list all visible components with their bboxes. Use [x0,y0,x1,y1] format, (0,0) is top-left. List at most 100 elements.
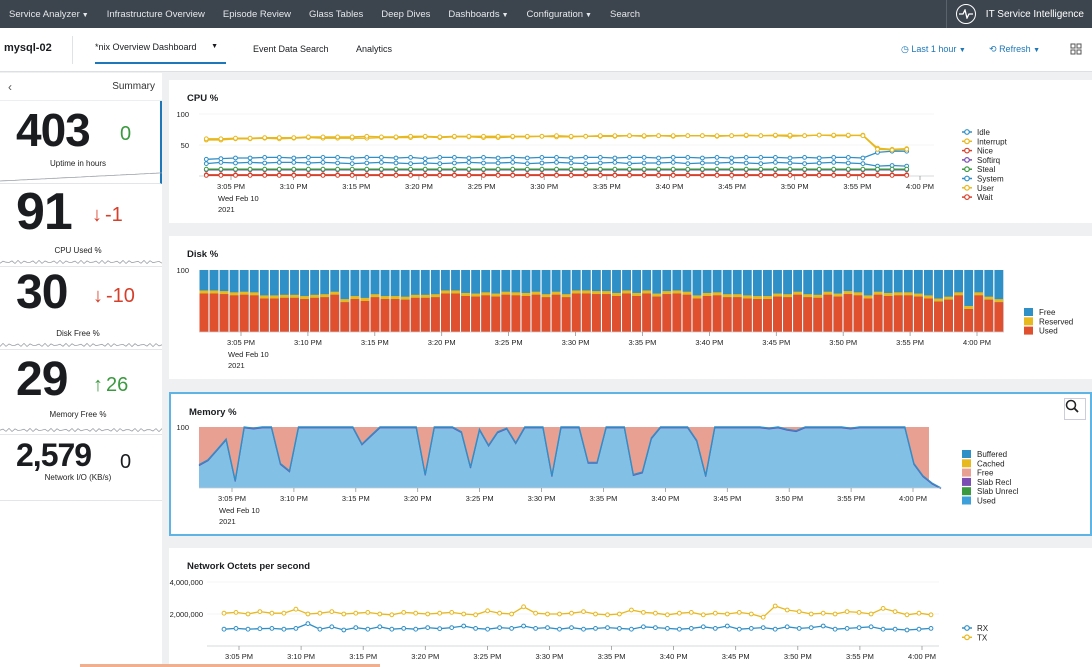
dashboard-selector[interactable]: *nix Overview Dashboard ▼ [95,42,226,64]
bar-used [652,296,662,332]
data-point [466,155,472,161]
data-point [335,155,341,160]
data-point [495,155,501,161]
data-point [306,160,311,166]
data-point [291,155,297,161]
bar-used [742,298,752,332]
data-point [773,155,778,160]
nav-item-infrastructure-overview[interactable]: Infrastructure Overview [98,9,214,20]
bar-reserved [481,292,491,296]
panel-title: Network Octets per second [187,561,311,572]
bar-free [964,270,974,332]
data-point [773,132,778,138]
nav-item-glass-tables[interactable]: Glass Tables [300,9,372,20]
bar-used [290,297,299,332]
bar-reserved [551,291,561,295]
x-tick-label: 3:15 PM [342,182,370,191]
nav-item-dashboards[interactable]: Dashboards ▼ [439,9,517,20]
kpi-tile[interactable]: 29 ↑ 26 Memory Free % [0,352,162,435]
data-point [808,625,814,630]
data-point [425,625,431,630]
data-point [524,155,530,161]
data-point [583,166,589,172]
magnifier-icon[interactable] [1064,398,1086,420]
nav-item-deep-dives[interactable]: Deep Dives [372,9,439,20]
kpi-tile[interactable]: 30 ↓ -10 Disk Free % [0,266,162,350]
nav-item-search[interactable]: Search [601,9,649,20]
bar-used [934,301,943,332]
bar-used [662,294,672,332]
layout-icon[interactable] [1070,43,1082,55]
data-point [583,173,589,178]
data-point [291,166,297,172]
bar-reserved [843,291,853,295]
data-point [714,155,720,160]
kpi-value: 29 [16,353,68,406]
data-point [629,626,634,632]
data-point [545,625,550,630]
kpi-delta-value: 26 [106,374,129,396]
data-point [495,173,501,178]
data-point [276,135,282,140]
x-tick-label: 3:05 PM [217,182,245,191]
legend-marker [964,634,970,641]
bar-reserved [410,294,420,298]
x-tick-label: 3:10 PM [280,182,308,191]
bar-reserved [813,294,823,298]
data-point [641,160,647,166]
data-point [320,173,326,178]
data-point [593,626,598,631]
data-point [422,166,428,172]
data-point [597,173,603,178]
data-point [320,134,326,140]
data-point [787,173,793,178]
chevron-left-icon[interactable]: ‹ [8,80,12,94]
data-point [203,156,209,162]
data-point [449,625,455,630]
tab-event-data-search[interactable]: Event Data Search [253,44,329,54]
legend-label: RX [977,624,989,633]
data-point [714,173,720,178]
data-point [845,160,851,166]
nav-item-episode-review[interactable]: Episode Review [214,9,300,20]
data-point [293,626,299,631]
bar-reserved [873,291,883,295]
nav-item-configuration[interactable]: Configuration ▼ [518,9,601,20]
sidebar-title: Summary [112,81,155,92]
nav-item-label: Search [609,8,641,20]
data-point [461,623,467,629]
data-point [257,609,263,614]
data-point [916,626,922,632]
kpi-tile[interactable]: 2,579 0 Network I/O (KB/s) [0,435,162,501]
bar-used [491,296,501,332]
kpi-sparkline [0,342,162,348]
refresh-button[interactable]: ⟲ Refresh ▼ [989,44,1040,55]
data-point [452,155,457,160]
x-tick-label: 3:50 PM [781,182,809,191]
kpi-tile[interactable]: 403 0 Uptime in hours [0,101,162,184]
kpi-sparkline [0,427,162,433]
x-tick-label: 3:40 PM [660,652,688,661]
kpi-tile[interactable]: 91 ↓ -1 CPU Used % [0,183,162,267]
tab-analytics[interactable]: Analytics [356,44,393,54]
bar-used [300,299,309,332]
data-point [452,166,457,172]
data-point [262,166,268,172]
data-point [677,626,682,632]
nav-item-label: Configuration [526,8,584,20]
x-tick-label: 4:00 PM [963,338,991,347]
legend-marker [964,147,970,154]
nav-item-label: Dashboards [448,8,500,20]
arrow-down-icon: ↓ [93,285,103,307]
y-tick-label: 4,000,000 [170,578,203,587]
data-point [524,166,530,172]
data-point [844,626,850,631]
nav-item-service-analyzer[interactable]: Service Analyzer ▼ [0,9,98,20]
data-point [317,610,323,616]
bar-used [280,297,289,332]
bar-reserved [340,299,350,303]
data-point [627,166,632,172]
data-point [605,625,610,630]
time-range-picker[interactable]: ◷ Last 1 hour ▼ [901,44,966,55]
bar-reserved [903,292,913,296]
